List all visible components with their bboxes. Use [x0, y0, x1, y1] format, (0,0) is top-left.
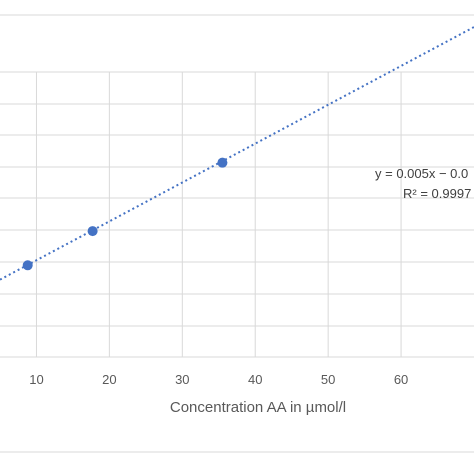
x-tick-label: 60: [394, 372, 408, 387]
x-tick-label: 40: [248, 372, 262, 387]
trendline: [0, 26, 474, 281]
data-point: [217, 157, 228, 168]
trendline-equation: y = 0.005x − 0.0: [375, 166, 468, 181]
data-point: [22, 260, 33, 271]
x-tick-label: 10: [29, 372, 43, 387]
x-axis-title: Concentration AA in µmol/l: [170, 399, 346, 416]
x-tick-label: 30: [175, 372, 189, 387]
x-tick-labels: 10 20 30 40 50 60: [29, 372, 408, 387]
x-tick-label: 50: [321, 372, 335, 387]
data-point: [87, 226, 98, 237]
x-tick-label: 20: [102, 372, 116, 387]
trendline-r-squared: R² = 0.9997: [403, 186, 471, 201]
data-points: [22, 157, 228, 271]
grid: [0, 14, 474, 453]
